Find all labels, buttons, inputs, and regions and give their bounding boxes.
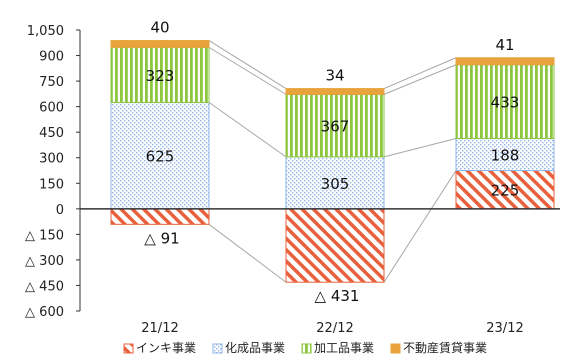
bar-segment xyxy=(455,170,555,210)
x-category-label: 23/12 xyxy=(486,321,523,336)
connector-line-1-0 xyxy=(383,170,457,283)
bar-segment xyxy=(285,156,385,210)
data-labels: △ 91 625 323 40 △ 431 305 367 34 225 188 433 41 xyxy=(144,19,519,306)
data-label: △ 91 xyxy=(144,229,179,247)
legend: インキ事業 化成品事業 加工品事業 不動産賃貸事業 xyxy=(123,340,487,355)
connector-lines xyxy=(208,40,457,283)
y-tick-label: 0 xyxy=(56,203,64,218)
legend-swatch xyxy=(212,343,223,354)
y-tick-label: 450 xyxy=(39,126,64,141)
x-category-label: 22/12 xyxy=(316,321,353,336)
connector-line-0-2 xyxy=(208,46,287,95)
bar-segment xyxy=(110,208,210,225)
data-label: 323 xyxy=(146,67,175,85)
connector-line-0-3 xyxy=(208,40,287,90)
y-tick-label: 750 xyxy=(39,75,64,90)
connector-line-0-1 xyxy=(208,101,287,158)
connector-line-1-1 xyxy=(383,137,457,158)
bar-segment xyxy=(455,57,555,66)
y-tick-label: 1,050 xyxy=(27,24,64,39)
legend-label: 加工品事業 xyxy=(314,341,374,355)
data-label: 34 xyxy=(325,67,344,85)
bar-segment xyxy=(110,40,210,48)
legend-label: インキ事業 xyxy=(136,341,196,355)
data-label: 433 xyxy=(491,94,520,112)
bar-segment xyxy=(285,208,385,283)
y-tick-label: 900 xyxy=(39,50,64,65)
legend-swatch xyxy=(390,343,401,354)
y-tick-label: △ 600 xyxy=(25,305,64,320)
data-label: △ 431 xyxy=(315,287,360,305)
y-tick-label: 300 xyxy=(39,152,64,167)
bar-segments xyxy=(110,40,555,283)
y-tick-label: 600 xyxy=(39,101,64,116)
data-label: 625 xyxy=(146,148,175,166)
data-label: 225 xyxy=(491,182,520,200)
bar-segment xyxy=(285,93,385,158)
bar-segment xyxy=(455,64,555,139)
y-tick-label: △ 300 xyxy=(25,254,64,269)
legend-label: 化成品事業 xyxy=(225,341,285,355)
bar-segment xyxy=(110,101,210,210)
bar-segment xyxy=(285,88,385,95)
legend-swatch xyxy=(301,343,312,354)
connector-line-1-3 xyxy=(383,57,457,90)
y-tick-label: △ 450 xyxy=(25,279,64,294)
bar-segment xyxy=(110,46,210,103)
axes xyxy=(76,29,560,312)
data-label: 40 xyxy=(150,19,169,37)
connector-line-1-2 xyxy=(383,64,457,95)
connector-line-0-0 xyxy=(208,223,287,283)
data-label: 305 xyxy=(321,175,350,193)
bar-segment xyxy=(455,137,555,171)
legend-swatch xyxy=(123,343,134,354)
y-tick-label: 150 xyxy=(39,177,64,192)
x-category-label: 21/12 xyxy=(141,321,178,336)
data-label: 367 xyxy=(321,118,350,136)
x-axis-category-labels: 21/12 22/12 23/12 xyxy=(141,321,523,336)
legend-label: 不動産賃貸事業 xyxy=(403,340,487,355)
data-label: 188 xyxy=(491,146,520,164)
data-label: 41 xyxy=(495,36,514,54)
y-tick-label: △ 150 xyxy=(25,228,64,243)
y-axis-tick-labels: 1,050 900 750 600 450 300 150 0 △ 150 △ 300 △ 450 △… xyxy=(25,24,64,320)
